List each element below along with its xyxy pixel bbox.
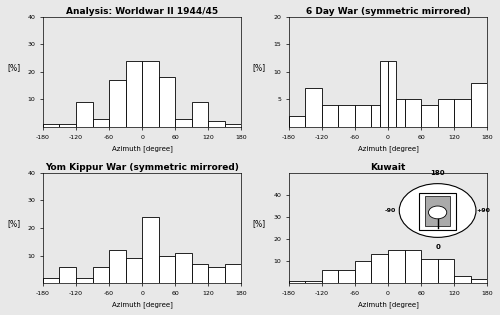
Bar	[208, 122, 225, 127]
Bar	[175, 119, 192, 127]
Bar	[288, 116, 306, 127]
Bar	[225, 264, 242, 283]
Bar	[322, 105, 338, 127]
X-axis label: Azimuth [degree]: Azimuth [degree]	[358, 301, 418, 308]
Bar	[158, 77, 175, 127]
Bar	[126, 258, 142, 283]
Bar	[76, 278, 92, 283]
Bar	[380, 61, 388, 127]
Bar	[454, 100, 470, 127]
Title: 6 Day War (symmetric mirrored): 6 Day War (symmetric mirrored)	[306, 7, 470, 16]
Bar	[438, 259, 454, 283]
Bar	[372, 255, 388, 283]
Bar	[306, 281, 322, 283]
Bar	[470, 279, 487, 283]
Y-axis label: [%]: [%]	[253, 219, 266, 228]
Bar	[454, 277, 470, 283]
Bar	[338, 270, 355, 283]
Title: Yom Kippur War (symmetric mirrored): Yom Kippur War (symmetric mirrored)	[45, 163, 239, 172]
Bar	[92, 266, 109, 283]
Bar	[438, 100, 454, 127]
Bar	[175, 253, 192, 283]
Bar	[396, 100, 404, 127]
Y-axis label: [%]: [%]	[7, 219, 20, 228]
X-axis label: Azimuth [degree]: Azimuth [degree]	[112, 301, 172, 308]
Bar	[421, 259, 438, 283]
Bar	[421, 105, 438, 127]
Y-axis label: [%]: [%]	[253, 63, 266, 72]
Bar	[288, 281, 306, 283]
Bar	[306, 89, 322, 127]
Bar	[192, 264, 208, 283]
X-axis label: Azimuth [degree]: Azimuth [degree]	[358, 145, 418, 152]
Bar	[109, 250, 126, 283]
Bar	[470, 83, 487, 127]
Bar	[60, 266, 76, 283]
Bar	[208, 266, 225, 283]
Bar	[388, 61, 396, 127]
Y-axis label: [%]: [%]	[7, 63, 20, 72]
Bar	[142, 217, 158, 283]
Bar	[355, 105, 372, 127]
Bar	[142, 61, 158, 127]
Bar	[158, 255, 175, 283]
Bar	[355, 261, 372, 283]
Bar	[43, 278, 60, 283]
Title: Kuwait: Kuwait	[370, 163, 406, 172]
Bar	[388, 250, 404, 283]
Bar	[43, 124, 60, 127]
Bar	[404, 250, 421, 283]
Bar	[109, 80, 126, 127]
Bar	[60, 124, 76, 127]
Bar	[322, 270, 338, 283]
Bar	[225, 124, 242, 127]
Bar	[126, 61, 142, 127]
Bar	[404, 100, 421, 127]
Bar	[192, 102, 208, 127]
Title: Analysis: Worldwar II 1944/45: Analysis: Worldwar II 1944/45	[66, 7, 218, 16]
X-axis label: Azimuth [degree]: Azimuth [degree]	[112, 145, 172, 152]
Bar	[338, 105, 355, 127]
Bar	[372, 105, 380, 127]
Bar	[76, 102, 92, 127]
Bar	[92, 119, 109, 127]
